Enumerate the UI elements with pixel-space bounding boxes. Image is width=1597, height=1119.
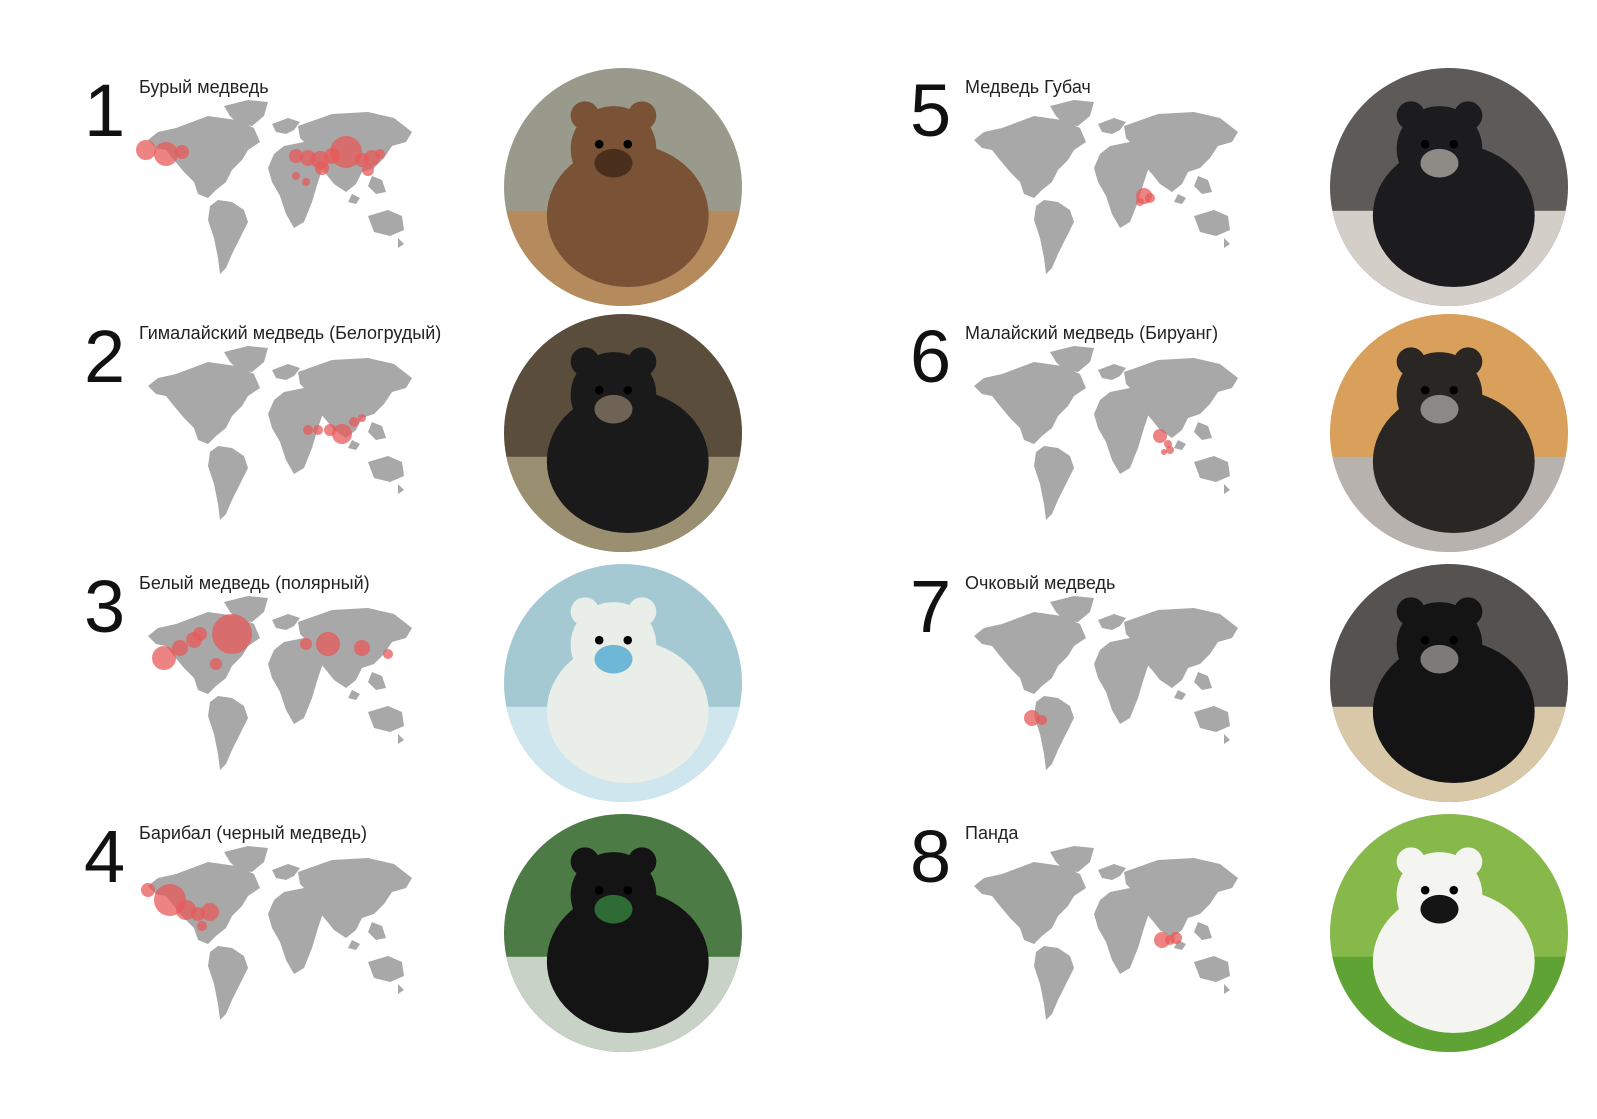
range-marker [316, 632, 340, 656]
range-marker [1161, 449, 1167, 455]
bear-entry-1: 1 Бурый медведь [84, 68, 784, 314]
range-marker [375, 149, 385, 159]
spectacled-bear-photo [1330, 564, 1568, 802]
bear-entry-6: 6 Малайский медведь (Бируанг) [910, 314, 1597, 560]
range-marker [303, 425, 313, 435]
range-marker [212, 614, 252, 654]
range-marker [1153, 429, 1167, 443]
range-marker [141, 883, 155, 897]
range-marker [1154, 932, 1170, 948]
entry-number: 8 [910, 815, 952, 898]
world-map-land [148, 346, 412, 520]
entry-title: Очковый медведь [965, 573, 1116, 593]
range-marker [300, 638, 312, 650]
world-range-map [974, 846, 1238, 1020]
entry-title: Панда [965, 823, 1019, 843]
range-marker [383, 649, 393, 659]
world-map-land [974, 100, 1238, 274]
world-range-map [974, 346, 1238, 520]
bear-entry-2: 2 Гималайский медведь (Белогрудый) [84, 314, 784, 560]
entry-title: Бурый медведь [139, 77, 269, 97]
bear-entry-4: 4 Барибал (черный медведь) [84, 814, 784, 1060]
range-marker [330, 136, 362, 168]
range-marker [175, 145, 189, 159]
range-marker [172, 640, 188, 656]
world-map-land [974, 346, 1238, 520]
range-marker [315, 161, 329, 175]
sloth-bear-photo [1330, 68, 1568, 306]
entry-title: Белый медведь (полярный) [139, 573, 370, 593]
world-range-map [148, 596, 412, 770]
range-marker [136, 140, 156, 160]
panda-photo [1330, 814, 1568, 1052]
entry-title: Гималайский медведь (Белогрудый) [139, 323, 442, 343]
entry-number: 3 [84, 565, 126, 648]
brown-bear-photo [504, 68, 742, 306]
range-marker [193, 627, 207, 641]
world-range-map [141, 846, 412, 1020]
entry-number: 4 [84, 815, 126, 898]
bear-entry-7: 7 Очковый медведь [910, 564, 1597, 810]
range-marker [1024, 710, 1040, 726]
world-range-map [974, 596, 1238, 770]
range-marker [354, 640, 370, 656]
american-black-bear-photo [504, 814, 742, 1052]
range-marker [154, 142, 178, 166]
entry-number: 6 [910, 315, 952, 398]
bear-entry-8: 8 Панда [910, 814, 1597, 1060]
asiatic-black-bear-photo [504, 314, 742, 552]
range-marker [176, 900, 196, 920]
world-map-land [974, 596, 1238, 770]
range-marker [1136, 198, 1144, 206]
range-marker [201, 903, 219, 921]
range-marker [210, 658, 222, 670]
entry-title: Медведь Губач [965, 77, 1091, 97]
entry-number: 2 [84, 315, 126, 398]
range-marker [289, 149, 303, 163]
entry-title: Барибал (черный медведь) [139, 823, 367, 843]
world-range-map [136, 100, 412, 274]
world-range-map [974, 100, 1238, 274]
world-map-land [148, 100, 412, 274]
entry-number: 5 [910, 69, 952, 152]
bear-entry-3: 3 Белый медведь (полярный) [84, 564, 784, 810]
range-marker [332, 424, 352, 444]
world-map-land [148, 596, 412, 770]
world-map-land [974, 846, 1238, 1020]
entry-title: Малайский медведь (Бируанг) [965, 323, 1219, 343]
polar-bear-photo [504, 564, 742, 802]
range-marker [362, 164, 374, 176]
range-marker [302, 178, 310, 186]
range-marker [358, 414, 366, 422]
range-marker [1037, 715, 1047, 725]
range-marker [1145, 193, 1155, 203]
range-marker [152, 646, 176, 670]
world-map-land [148, 846, 412, 1020]
world-range-map [148, 346, 412, 520]
range-marker [313, 425, 323, 435]
sun-bear-photo [1330, 314, 1568, 552]
entry-number: 1 [84, 69, 126, 152]
entry-number: 7 [910, 565, 952, 648]
range-marker [197, 921, 207, 931]
range-marker [1166, 446, 1174, 454]
range-marker [292, 172, 300, 180]
range-marker [349, 417, 359, 427]
top-cutoff-text [0, 0, 1597, 6]
range-marker [1170, 932, 1182, 944]
bear-entry-5: 5 Медведь Губач [910, 68, 1597, 314]
